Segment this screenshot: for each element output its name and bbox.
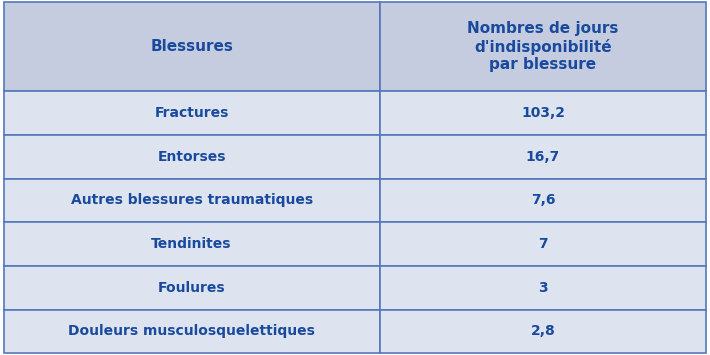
Bar — [4, 310, 380, 353]
Bar — [380, 135, 706, 179]
Text: Fractures: Fractures — [154, 106, 229, 120]
Text: Tendinites: Tendinites — [151, 237, 232, 251]
Text: 2,8: 2,8 — [530, 324, 555, 338]
Text: 3: 3 — [538, 281, 548, 295]
Bar — [380, 179, 706, 222]
Bar — [380, 91, 706, 135]
Text: Foulures: Foulures — [158, 281, 225, 295]
Bar — [380, 310, 706, 353]
Text: Blessures: Blessures — [150, 39, 233, 54]
Text: Autres blessures traumatiques: Autres blessures traumatiques — [70, 193, 312, 207]
Bar — [4, 135, 380, 179]
Text: 16,7: 16,7 — [526, 150, 560, 164]
Bar — [4, 266, 380, 310]
Text: Entorses: Entorses — [158, 150, 226, 164]
Bar — [380, 2, 706, 91]
Text: 103,2: 103,2 — [521, 106, 565, 120]
Text: 7: 7 — [538, 237, 548, 251]
Bar — [380, 222, 706, 266]
Text: 7,6: 7,6 — [531, 193, 555, 207]
Bar — [4, 91, 380, 135]
Text: Nombres de jours
d'indisponibilité
par blessure: Nombres de jours d'indisponibilité par b… — [467, 21, 618, 72]
Bar — [380, 266, 706, 310]
Bar — [4, 179, 380, 222]
Bar — [4, 2, 380, 91]
Text: Douleurs musculosquelettiques: Douleurs musculosquelettiques — [68, 324, 315, 338]
Bar — [4, 222, 380, 266]
